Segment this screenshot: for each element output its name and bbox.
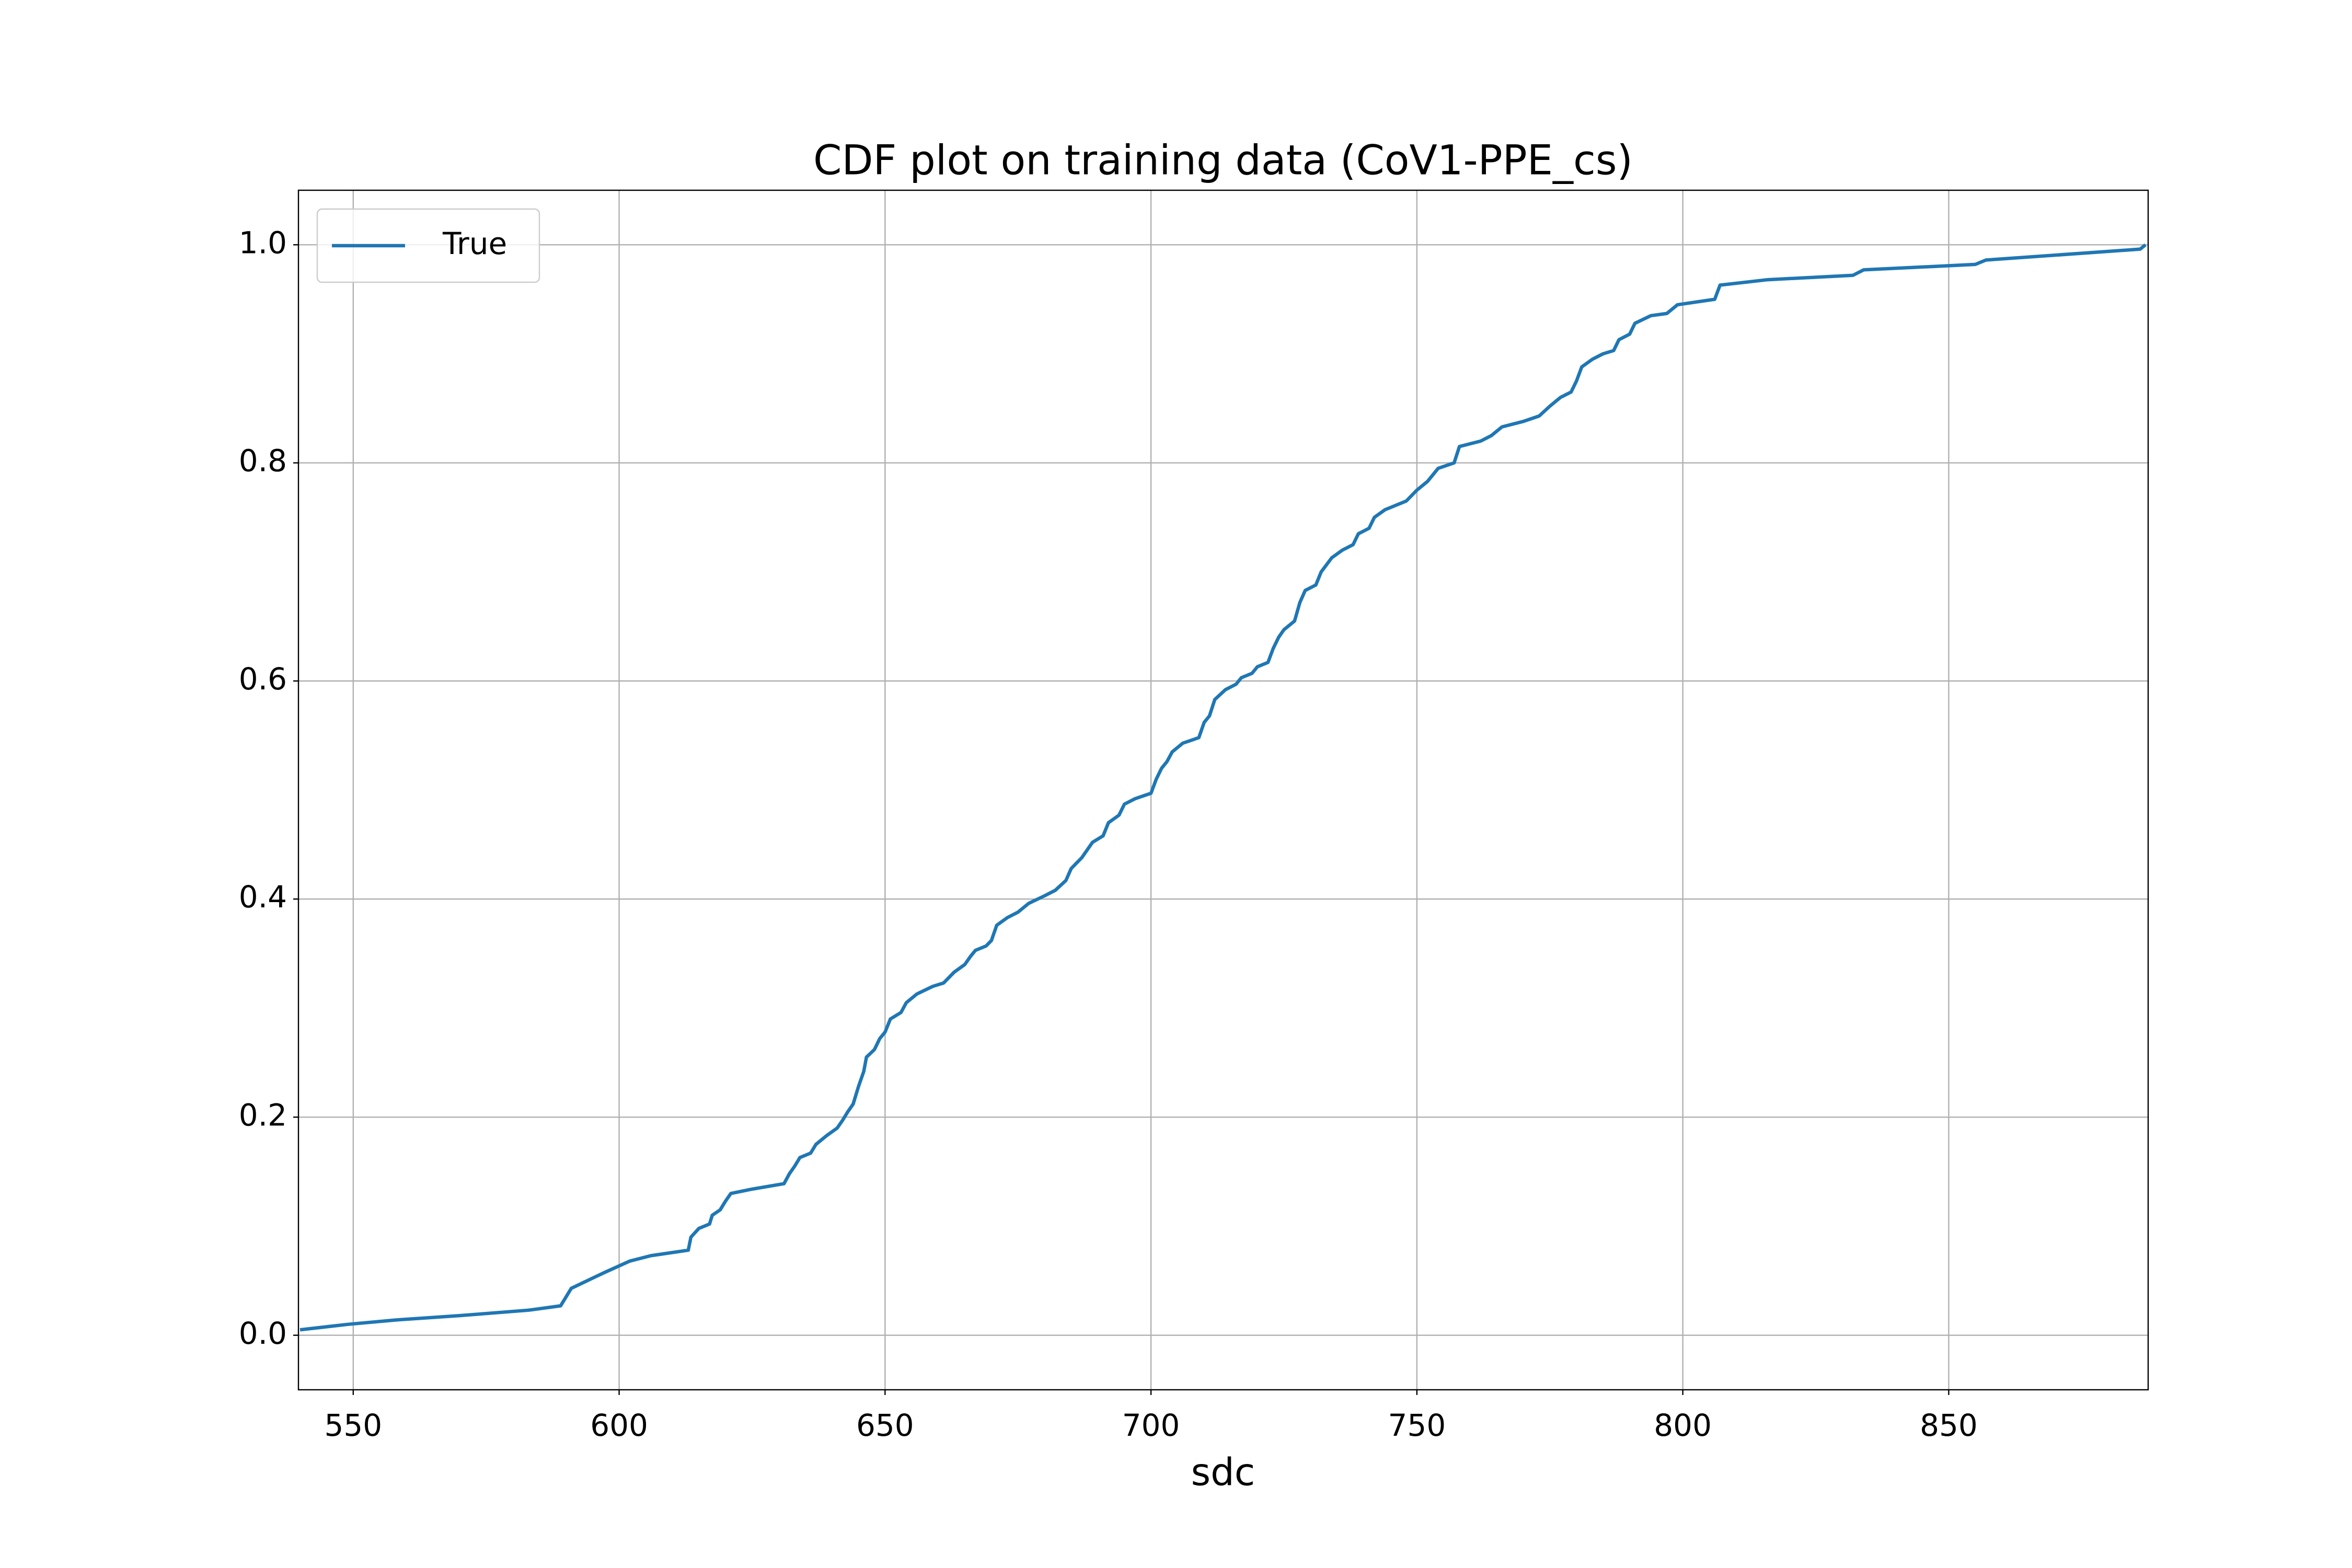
x-tick-label: 650 (856, 1408, 914, 1443)
x-tick-label: 800 (1654, 1408, 1712, 1443)
y-tick-label: 0.0 (239, 1316, 287, 1351)
y-tick-label: 1.0 (239, 225, 287, 260)
chart-title: CDF plot on training data (CoV1-PPE_cs) (813, 137, 1633, 184)
line (299, 243, 2147, 1332)
x-tick-label: 550 (324, 1408, 382, 1443)
plot-frame (297, 189, 2149, 1391)
x-tick-label: 850 (1920, 1408, 1978, 1443)
x-tick-label: 600 (590, 1408, 648, 1443)
x-tick-label: 750 (1388, 1408, 1446, 1443)
x-tick-label: 700 (1122, 1408, 1180, 1443)
x-axis-label: sdc (1191, 1450, 1255, 1494)
y-tick-label: 0.4 (239, 879, 287, 915)
legend-box (316, 208, 540, 283)
y-tick-label: 0.2 (239, 1098, 287, 1133)
y-tick-label: 0.8 (239, 443, 287, 479)
y-tick-label: 0.6 (239, 661, 287, 697)
legend-label: True (442, 226, 507, 261)
